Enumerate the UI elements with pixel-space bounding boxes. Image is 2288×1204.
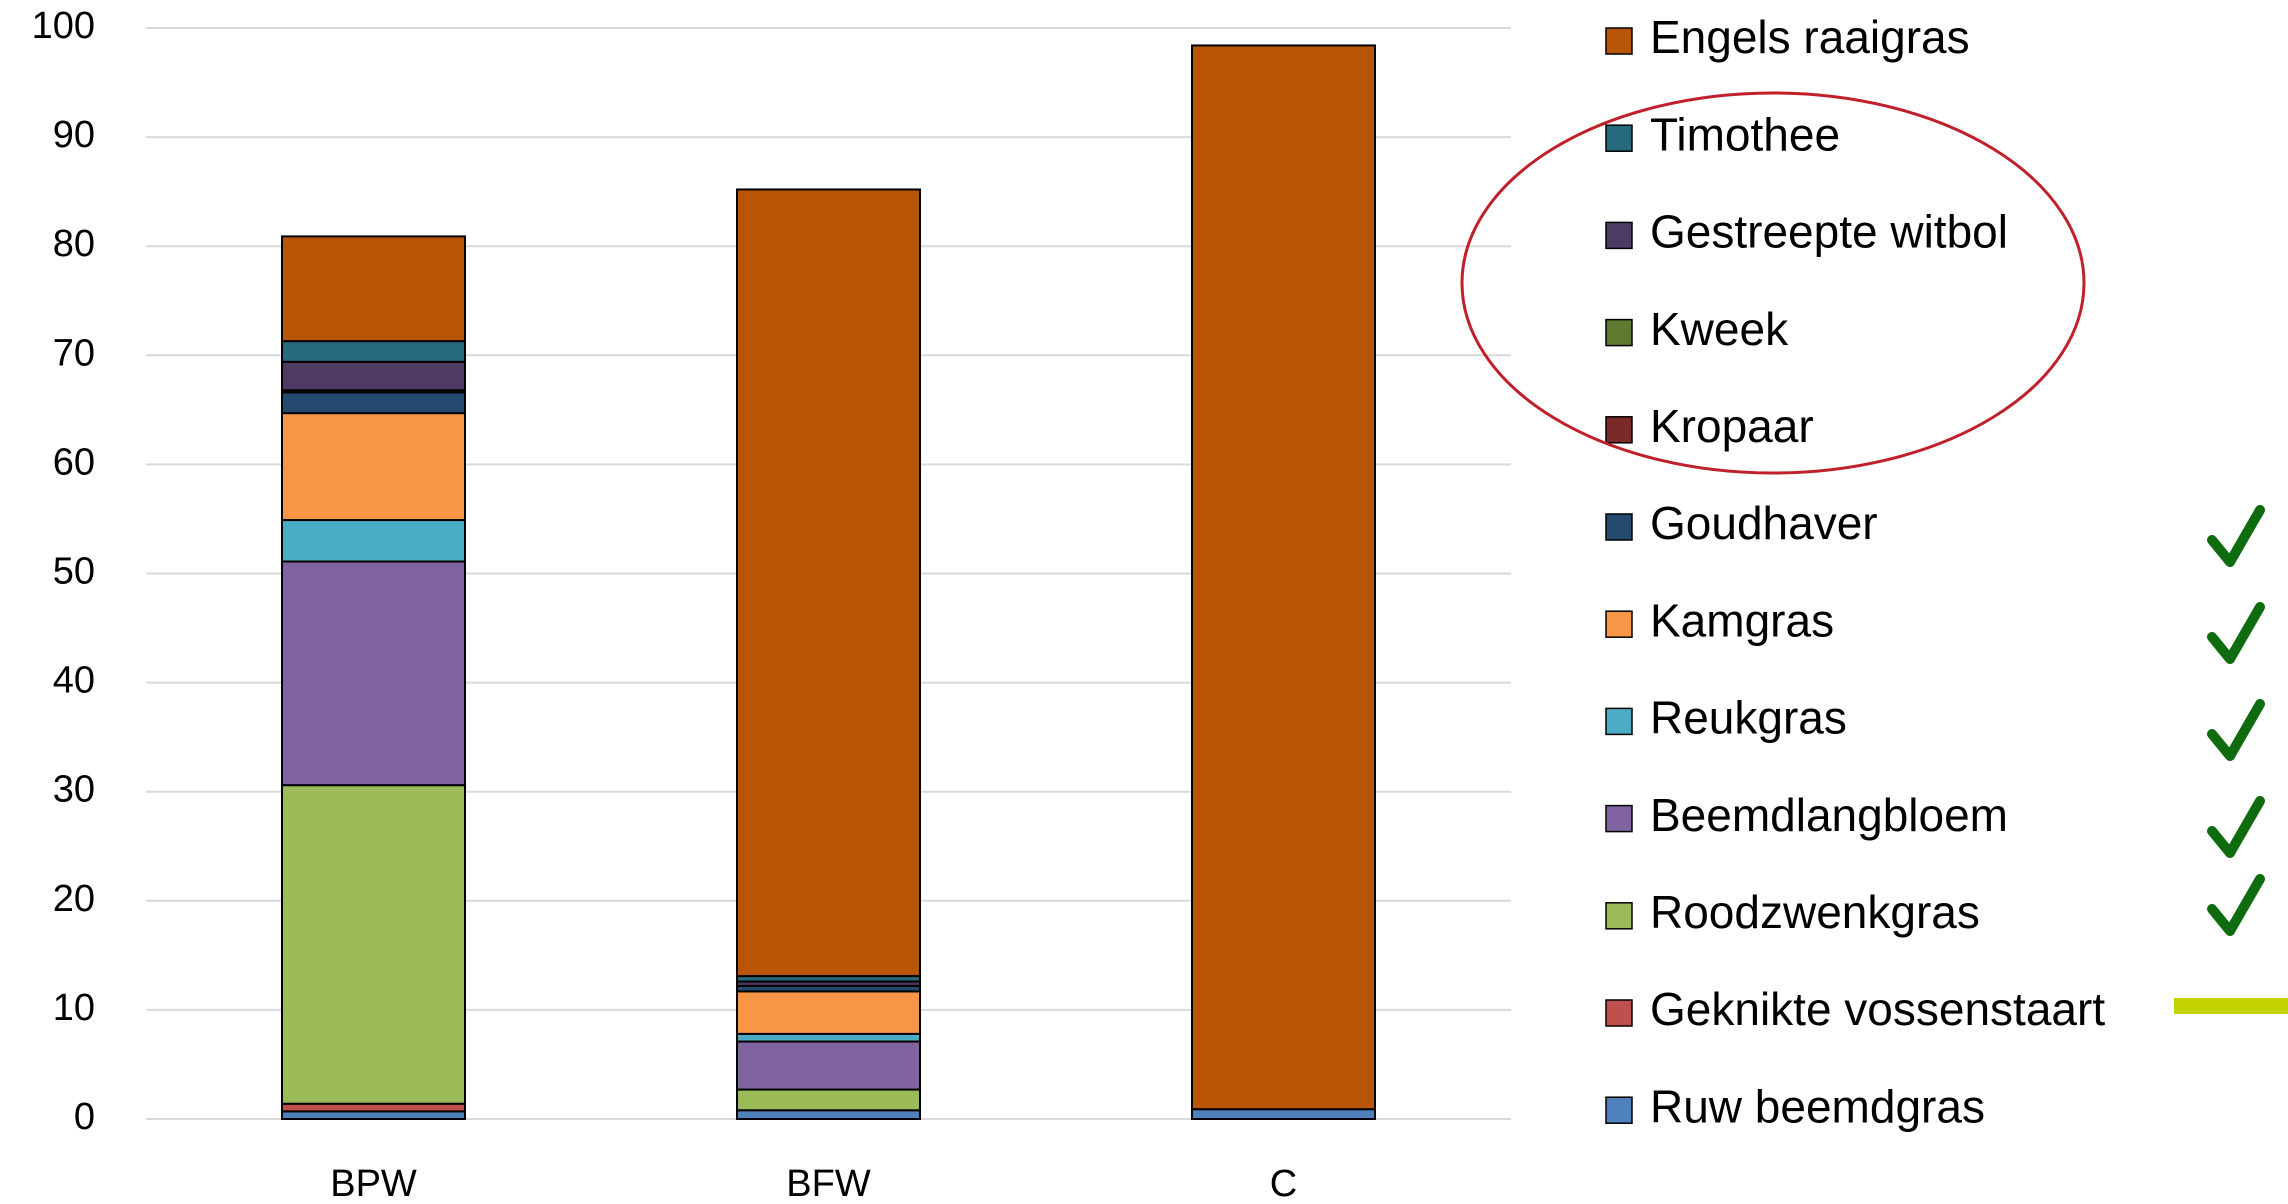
legend-swatch	[1605, 513, 1633, 541]
legend-swatch	[1605, 416, 1633, 444]
legend-label: Timothee	[1650, 108, 1840, 160]
y-tick-label: 20	[53, 878, 95, 920]
bar-segment	[281, 340, 466, 363]
bar-segment	[281, 784, 466, 1105]
bar-segment	[281, 360, 466, 392]
highlight-ellipse	[1460, 91, 2086, 475]
bar-segment	[736, 990, 921, 1035]
bar-segment	[281, 519, 466, 563]
legend-label: Ruw beemdgras	[1650, 1080, 1985, 1132]
bar-segment	[736, 1088, 921, 1112]
y-tick-label: 100	[32, 5, 95, 47]
y-tick-label: 10	[53, 987, 95, 1029]
check-mark	[2207, 699, 2265, 761]
x-tick-label: BFW	[786, 1163, 871, 1204]
check-mark	[2207, 796, 2265, 858]
legend-label: Reukgras	[1650, 692, 1847, 744]
check-mark	[2207, 602, 2265, 664]
bar-segment	[281, 412, 466, 522]
y-tick-label: 40	[53, 660, 95, 702]
legend-label: Geknikte vossenstaart	[1650, 983, 2105, 1035]
x-tick-label: C	[1270, 1163, 1297, 1204]
legend-swatch	[1605, 124, 1633, 152]
legend-swatch	[1605, 1096, 1633, 1124]
check-mark	[2207, 874, 2265, 936]
legend-label: Beemdlangbloem	[1650, 789, 2008, 841]
bar-segment	[281, 1110, 466, 1121]
annotations	[1460, 91, 2288, 1014]
legend-swatch	[1605, 902, 1633, 930]
bar-segment	[1191, 44, 1376, 1111]
legend-swatch	[1605, 610, 1633, 638]
legend-swatch	[1605, 27, 1633, 55]
dash-mark	[2174, 998, 2288, 1014]
bar-segment	[281, 1102, 466, 1113]
legend-label: Kropaar	[1650, 400, 1814, 452]
legend-label: Kamgras	[1650, 594, 1834, 646]
y-tick-label: 90	[53, 114, 95, 156]
bar-segment	[281, 235, 466, 343]
check-mark	[2207, 505, 2265, 567]
legend-label: Goudhaver	[1650, 497, 1878, 549]
legend-swatch	[1605, 707, 1633, 736]
y-tick-label: 70	[53, 332, 95, 374]
bar-segment	[1191, 1108, 1376, 1121]
y-tick-label: 0	[74, 1096, 95, 1138]
legend-label: Gestreepte witbol	[1650, 206, 2008, 258]
legend-swatch	[1605, 804, 1633, 833]
bar-segment	[736, 1040, 921, 1091]
bar-segment	[281, 560, 466, 787]
legend-swatch	[1605, 999, 1633, 1027]
legend-swatch	[1605, 221, 1633, 250]
y-tick-label: 80	[53, 223, 95, 265]
bar-segment	[736, 1032, 921, 1043]
y-tick-label: 30	[53, 769, 95, 811]
bar-segment	[736, 188, 921, 978]
bar-segment	[281, 391, 466, 415]
legend-label: Engels raaigras	[1650, 11, 1970, 63]
legend-label: Roodzwenkgras	[1650, 886, 1980, 938]
plot: 0 10 20 30 40 50 60 70 80 90 100 BPW BFW C Ruw beemdgr…	[32, 5, 2106, 1204]
legend-swatch	[1605, 318, 1633, 347]
bar-segment	[736, 1109, 921, 1120]
x-tick-label: BPW	[330, 1163, 417, 1204]
legend-label: Kweek	[1650, 303, 1789, 355]
y-tick-label: 50	[53, 551, 95, 593]
y-tick-label: 60	[53, 441, 95, 483]
